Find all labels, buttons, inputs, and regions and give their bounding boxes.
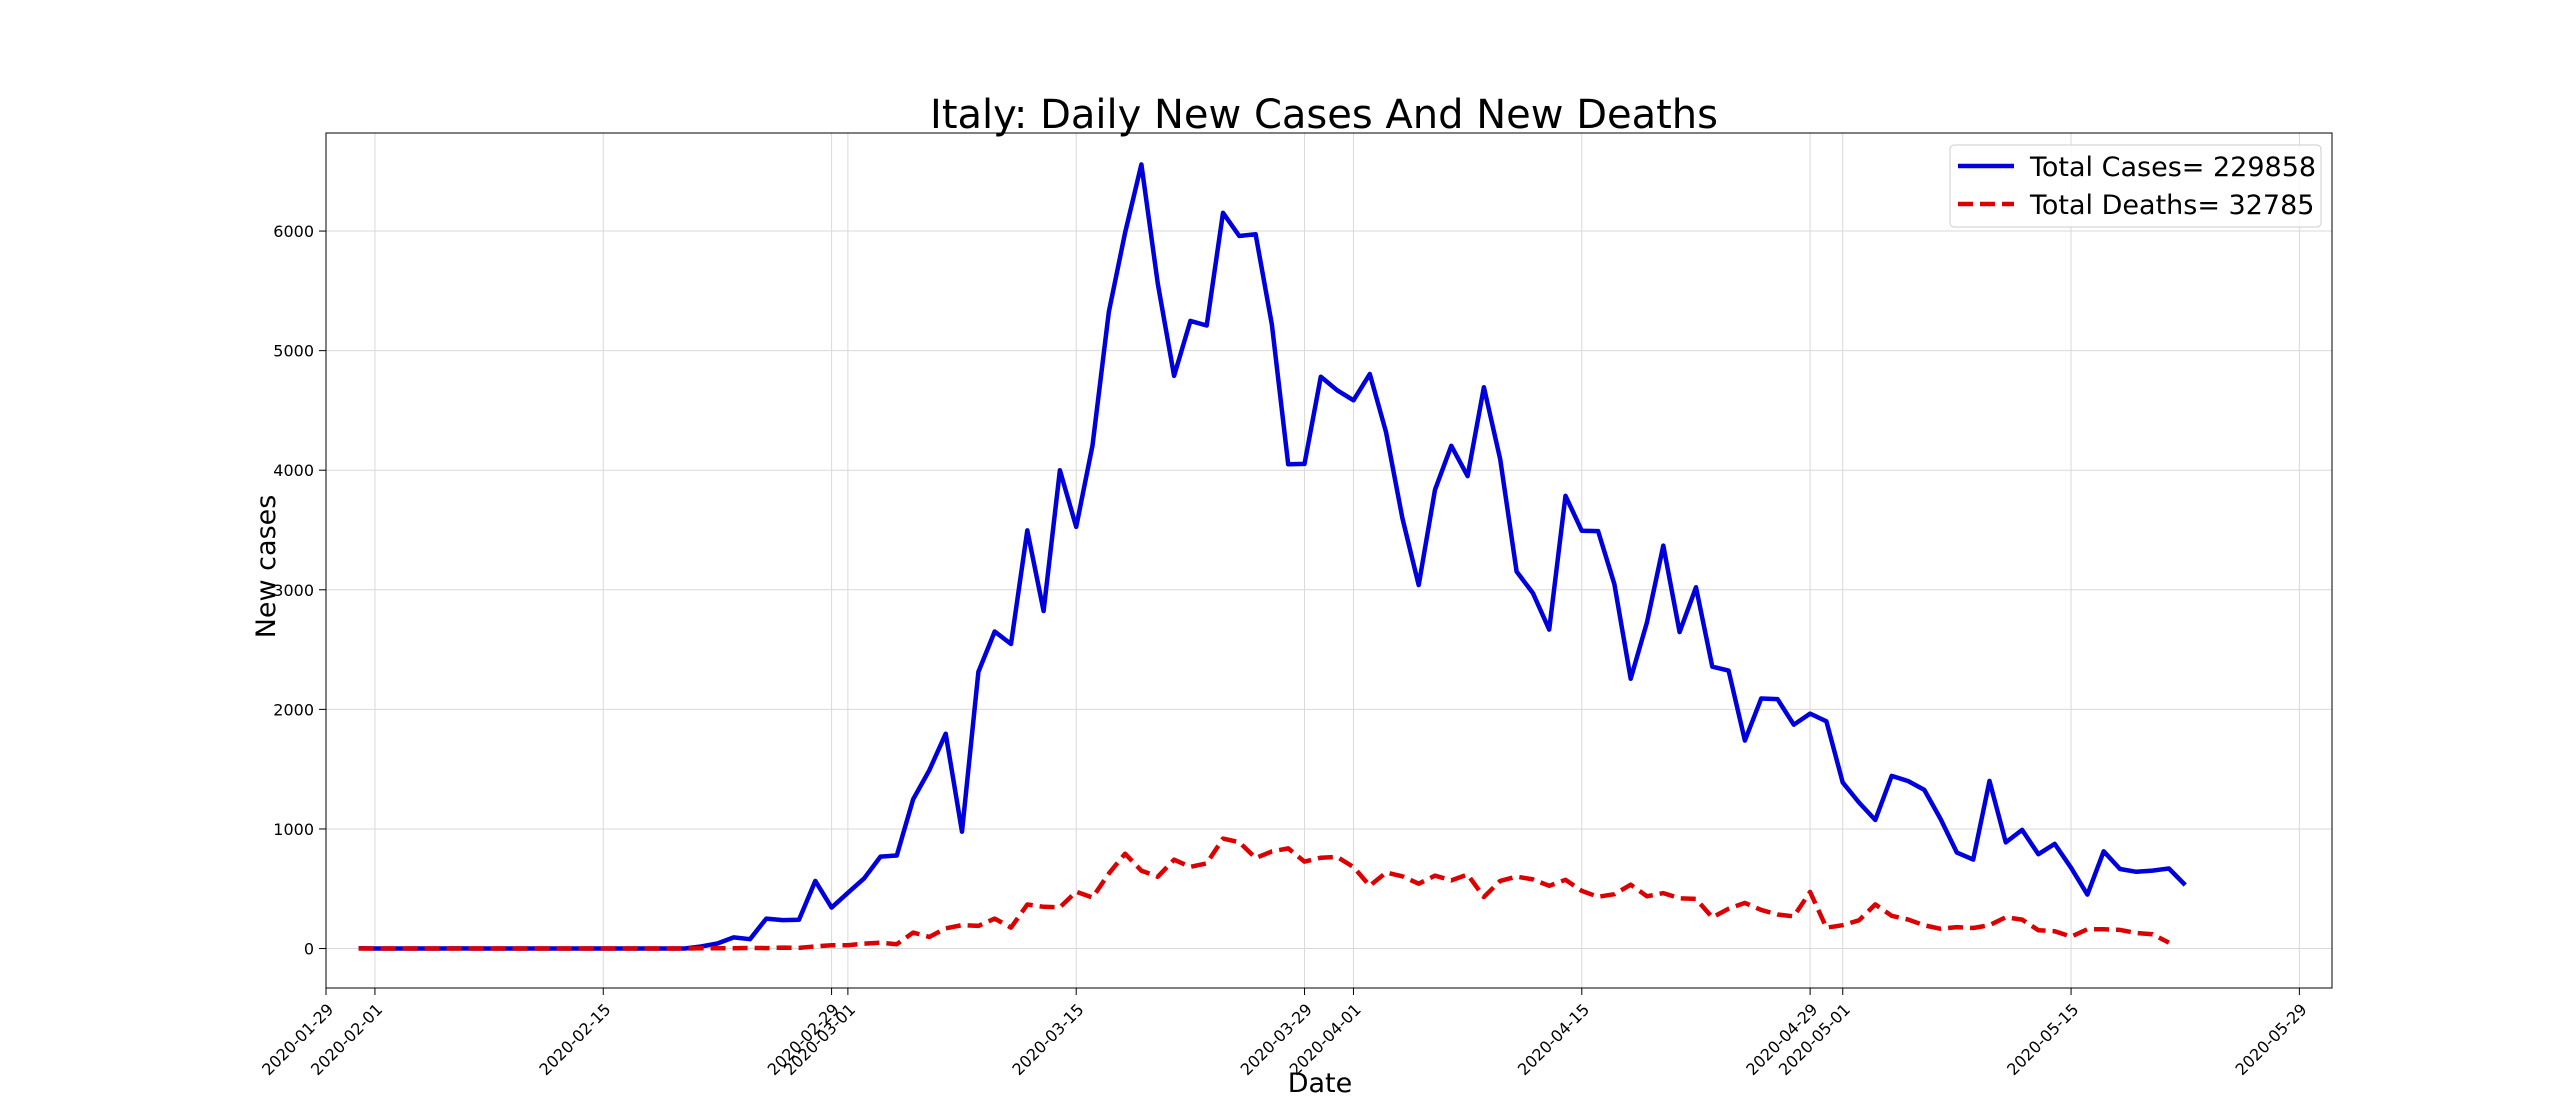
y-tick-label: 5000: [273, 342, 314, 361]
legend-entry-cases: Total Cases= 229858: [2029, 152, 2316, 183]
chart-title: Italy: Daily New Cases And New Deaths: [930, 92, 1718, 138]
y-tick-label: 3000: [273, 581, 314, 600]
x-tick-label: 2020-03-15: [1008, 1000, 1087, 1079]
grid-lines: [325, 133, 2332, 988]
series-line-cases: [358, 162, 2187, 951]
y-tick-label: 1000: [273, 820, 314, 839]
legend: Total Cases= 229858 Total Deaths= 32785: [1949, 144, 2322, 228]
y-axis-ticks: 0 1000 2000 3000 4000 5000 6000: [273, 222, 326, 959]
y-axis-label: New cases: [251, 495, 282, 639]
x-axis-label: Date: [1288, 1068, 1353, 1097]
series-line-deaths: [358, 836, 2170, 951]
y-tick-label: 6000: [273, 222, 314, 241]
series-lines: [358, 162, 2187, 951]
plot-frame: [325, 132, 2333, 989]
y-tick-label: 2000: [273, 700, 314, 719]
y-tick-label: 0: [304, 940, 314, 959]
x-tick-label: 2020-02-15: [535, 1000, 614, 1079]
legend-box: [1949, 144, 2322, 228]
y-tick-label: 4000: [273, 461, 314, 480]
x-tick-label: 2020-05-15: [2003, 1000, 2082, 1079]
x-tick-label: 2020-05-29: [2232, 1000, 2311, 1079]
legend-entry-deaths: Total Deaths= 32785: [2029, 190, 2314, 221]
x-tick-label: 2020-04-15: [1514, 1000, 1593, 1079]
